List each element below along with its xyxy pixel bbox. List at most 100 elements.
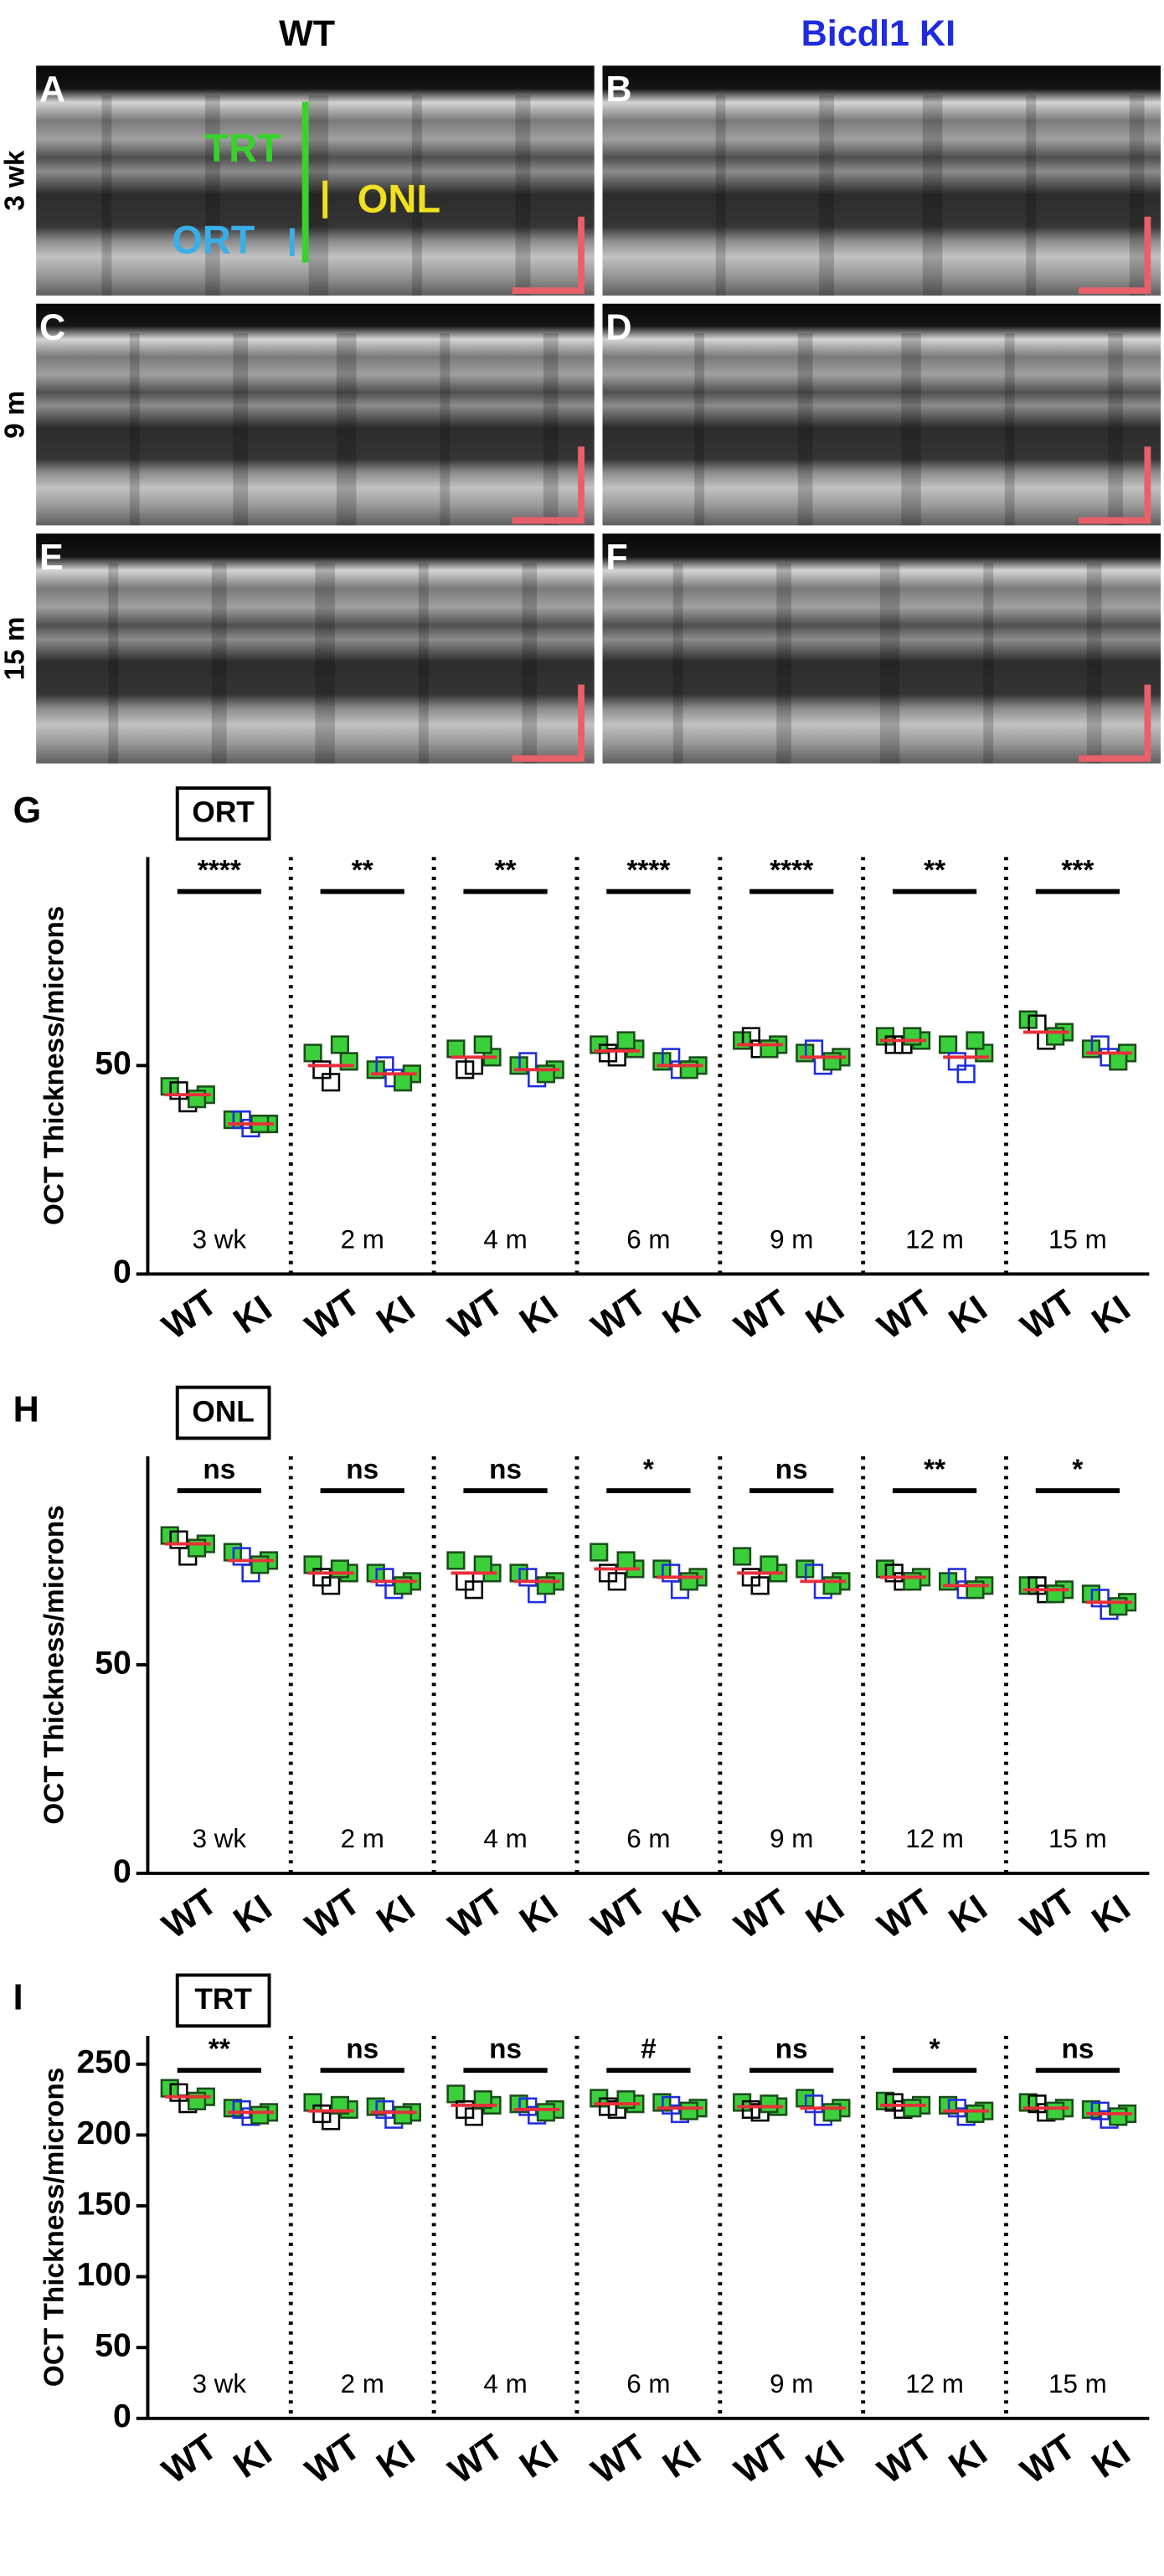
group-label: 12 m xyxy=(905,2369,964,2398)
data-point xyxy=(456,2099,475,2120)
x-tick-label: WT xyxy=(585,1282,653,1347)
x-tick-label: KI xyxy=(226,2433,279,2486)
panel-letter: E xyxy=(39,538,64,578)
group-label: 3 wk xyxy=(193,1224,247,1254)
y-axis-label: OCT Thickness/microns xyxy=(39,906,70,1225)
oct-shadow xyxy=(522,563,538,764)
data-point xyxy=(303,1043,322,1063)
significance-label: ns xyxy=(489,1454,522,1485)
group-label: 6 m xyxy=(626,1224,670,1254)
x-tick-label: KI xyxy=(226,1288,279,1342)
data-point xyxy=(1109,1052,1128,1071)
x-tick-label: KI xyxy=(799,2433,852,2486)
x-tick-label: KI xyxy=(512,1288,565,1342)
scale-bar xyxy=(1079,446,1151,524)
oct-shadow xyxy=(412,95,422,296)
oct-image xyxy=(36,65,595,296)
oct-shadow xyxy=(233,332,249,526)
title-box xyxy=(175,1385,271,1440)
x-tick-label: WT xyxy=(155,1882,224,1947)
x-tick-label: WT xyxy=(728,1282,796,1347)
scale-bar xyxy=(512,684,585,762)
ort-annotation: ORT xyxy=(172,218,255,262)
significance-label: ** xyxy=(209,2033,230,2064)
x-tick-label: WT xyxy=(298,1882,367,1947)
data-point xyxy=(966,1031,985,1050)
data-point xyxy=(1090,1589,1110,1608)
data-point xyxy=(456,1060,475,1079)
x-tick-label: KI xyxy=(512,2433,565,2486)
group-label: 6 m xyxy=(626,1824,670,1853)
oct-shadow xyxy=(983,563,994,764)
x-tick-label: KI xyxy=(942,2433,995,2486)
x-tick-label: KI xyxy=(942,1888,995,1941)
data-point xyxy=(446,1551,466,1570)
x-tick-label: WT xyxy=(1014,2427,1083,2492)
data-point xyxy=(375,1568,394,1587)
scale-bar xyxy=(1079,684,1151,762)
data-point xyxy=(394,1073,413,1092)
y-tick-label: 50 xyxy=(95,1645,131,1681)
data-point xyxy=(232,1547,251,1566)
data-point xyxy=(1109,2107,1128,2126)
oct-shadow xyxy=(101,95,112,296)
panel-letter: C xyxy=(39,307,65,348)
x-tick-label: WT xyxy=(585,2427,653,2492)
y-tick-label: 50 xyxy=(95,2328,131,2364)
significance-label: ns xyxy=(775,2033,808,2064)
oct-shadow xyxy=(418,563,429,764)
data-point xyxy=(518,1568,538,1587)
group-label: 9 m xyxy=(770,1224,813,1254)
scale-bar xyxy=(1079,216,1151,294)
significance-label: ns xyxy=(1061,2033,1094,2064)
group-label: 4 m xyxy=(483,1824,527,1853)
y-tick-label: 100 xyxy=(76,2257,131,2293)
x-tick-label: WT xyxy=(1014,1882,1083,1947)
x-tick-label: WT xyxy=(441,1282,510,1347)
significance-label: ** xyxy=(924,855,945,886)
oct-shadow xyxy=(1086,563,1102,764)
x-tick-label: WT xyxy=(728,1882,796,1947)
data-point xyxy=(903,2099,922,2118)
oct-shadow xyxy=(1129,95,1145,296)
onl-annotation: ONL xyxy=(358,177,440,221)
x-tick-label: KI xyxy=(942,1288,995,1342)
oct-shadow xyxy=(108,563,119,764)
oct-shadow xyxy=(336,332,357,526)
chart-title: TRT xyxy=(194,1983,252,2016)
x-tick-label: KI xyxy=(369,2433,422,2486)
significance-label: # xyxy=(641,2033,657,2064)
data-point xyxy=(232,2099,251,2120)
x-tick-label: KI xyxy=(656,1888,708,1941)
x-tick-label: KI xyxy=(1085,2433,1138,2486)
x-tick-label: KI xyxy=(1085,1288,1138,1342)
data-point xyxy=(884,1564,904,1583)
row-label: 3 wk xyxy=(0,150,30,211)
data-point xyxy=(884,1035,904,1054)
panel-letter: F xyxy=(605,538,627,578)
x-tick-label: KI xyxy=(369,1288,422,1342)
data-point xyxy=(616,1551,636,1570)
group-label: 15 m xyxy=(1048,1824,1107,1853)
data-point xyxy=(760,1555,779,1574)
chart-title: ONL xyxy=(192,1395,254,1428)
significance-label: ** xyxy=(924,1454,945,1485)
group-label: 15 m xyxy=(1048,1224,1107,1254)
group-label: 4 m xyxy=(483,2369,527,2398)
column-title: WT xyxy=(279,14,335,54)
data-point xyxy=(662,2095,681,2115)
data-point xyxy=(598,2097,618,2116)
y-axis-label: OCT Thickness/microns xyxy=(39,1505,70,1824)
significance-label: ns xyxy=(346,1454,379,1485)
row-label: 9 m xyxy=(0,390,30,438)
y-tick-label: 0 xyxy=(113,1255,131,1291)
data-point xyxy=(598,1043,618,1063)
x-tick-label: WT xyxy=(441,1882,510,1947)
title-box xyxy=(175,1973,271,2028)
data-point xyxy=(536,2103,556,2122)
x-tick-label: WT xyxy=(871,1882,940,1947)
significance-label: ns xyxy=(489,2033,522,2064)
panel-letter: B xyxy=(605,70,631,110)
oct-shadow xyxy=(819,95,834,296)
panel-letter: D xyxy=(605,307,631,348)
